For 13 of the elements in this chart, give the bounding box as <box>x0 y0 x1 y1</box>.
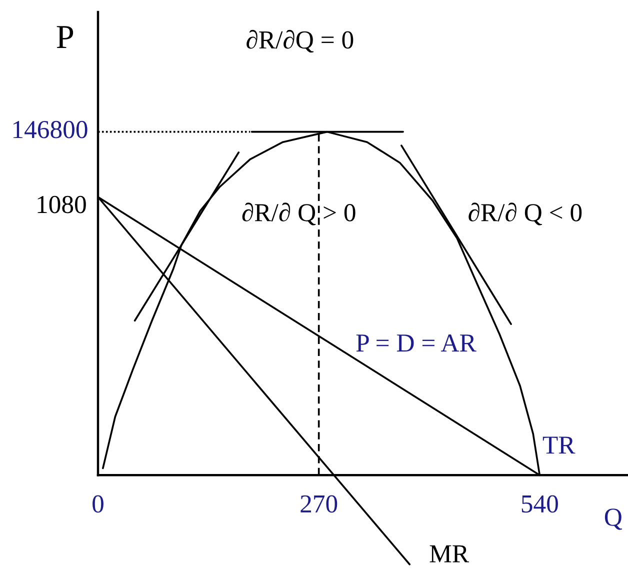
series-label: P = D = AR <box>356 334 476 352</box>
y-axis-title: P <box>56 26 74 48</box>
x-tick-label: 270 <box>300 495 338 513</box>
annotation: 1080 <box>38 196 86 214</box>
annotation: 146800 <box>13 120 88 138</box>
x-axis-title: Q <box>604 508 622 530</box>
annotation: ∂R/∂ Q > 0 <box>242 202 356 226</box>
series-label: TR <box>542 436 576 454</box>
x-tick-label: 0 <box>92 495 104 513</box>
series-label: MR <box>430 545 470 562</box>
x-tick-label: 540 <box>522 495 558 513</box>
annotation: ∂R/∂ Q < 0 <box>468 202 582 226</box>
text: ∂R/∂Q = 0 <box>246 30 354 53</box>
